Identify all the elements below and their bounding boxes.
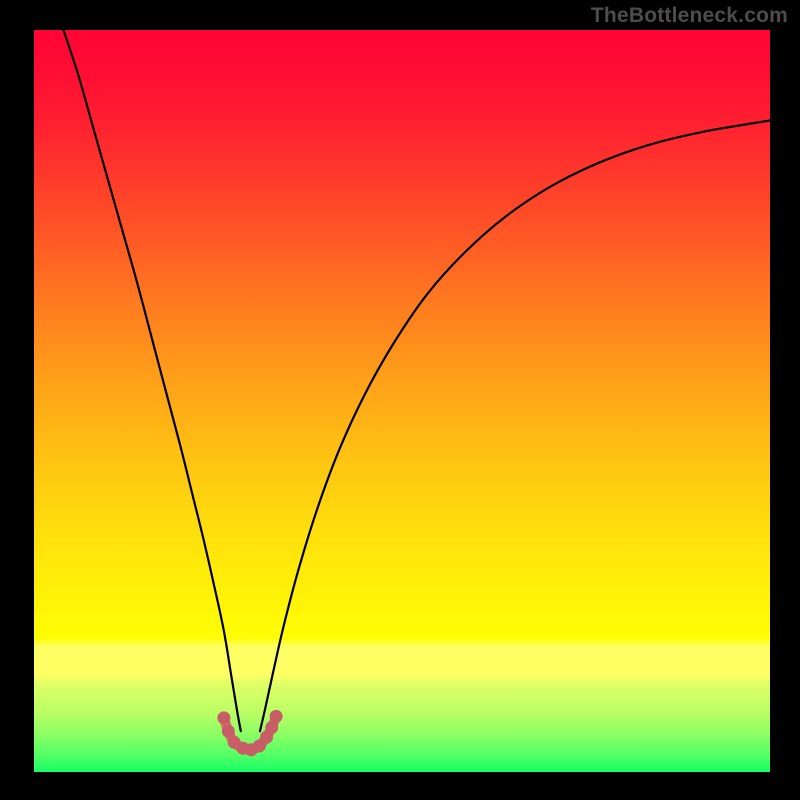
bottom-arc-marker: [217, 711, 230, 724]
bottom-arc-marker: [222, 725, 235, 738]
bottom-arc-marker: [270, 710, 283, 723]
chart-svg: [34, 30, 770, 772]
chart-stage: TheBottleneck.com: [0, 0, 800, 800]
watermark-text: TheBottleneck.com: [591, 4, 788, 28]
bottom-arc-marker: [265, 721, 278, 734]
plot-area: [34, 30, 770, 772]
